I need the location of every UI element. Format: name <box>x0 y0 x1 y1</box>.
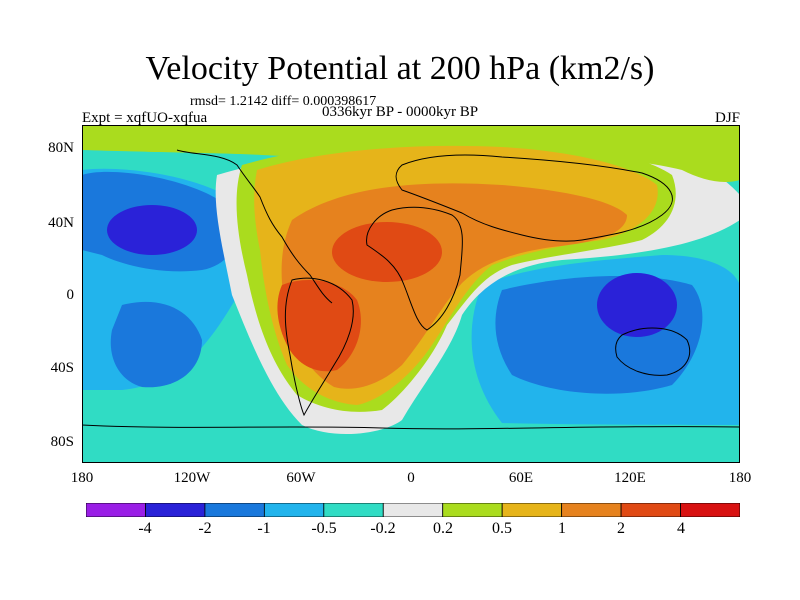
map-frame <box>82 125 740 463</box>
colorbar-swatch <box>145 503 206 517</box>
north-pacific-minimum <box>107 205 197 255</box>
lon-label-180e: 180 <box>728 470 752 486</box>
colorbar-label: 0.2 <box>433 520 453 537</box>
velocity-potential-map <box>82 125 740 463</box>
lat-label-40n: 40N <box>48 215 74 231</box>
colorbar-swatch <box>263 503 325 517</box>
colorbar-swatch <box>680 503 740 517</box>
colorbar-label: 4 <box>677 520 685 537</box>
colorbar-swatch <box>442 503 503 517</box>
south-pacific-low <box>110 301 202 388</box>
colorbar-swatch <box>323 503 384 517</box>
south-america-coast <box>284 277 354 417</box>
season-label: DJF <box>714 110 740 126</box>
colorbar-label: -0.5 <box>311 520 337 537</box>
colorbar-label: 0.5 <box>492 520 512 537</box>
colorbar-label: 2 <box>617 520 625 537</box>
stats-text: rmsd= 1.2142 diff= 0.000398617 <box>190 94 377 109</box>
colorbar-swatch <box>620 503 681 517</box>
colorbar-label: -0.2 <box>370 520 396 537</box>
lon-label-180w: 180 <box>70 470 94 486</box>
colorbar-swatch <box>86 503 146 517</box>
colorbar-label: 1 <box>558 520 566 537</box>
colorbar-label: -1 <box>257 520 271 537</box>
south-america-maximum <box>277 280 361 372</box>
experiment-label: Expt = xqfUO-xqfua <box>82 110 208 126</box>
eurasia-coast <box>395 154 673 242</box>
lat-label-80s: 80S <box>50 434 74 450</box>
map-title: Velocity Potential at 200 hPa (km2/s) <box>145 50 655 87</box>
lon-label-0: 0 <box>407 470 415 486</box>
antarctica-coast <box>82 424 740 430</box>
africa-coast <box>366 206 463 331</box>
period-label: 0336kyr BP - 0000kyr BP <box>322 104 479 120</box>
colorbar-swatch <box>382 503 444 517</box>
lon-label-120e: 120E <box>614 470 646 486</box>
lon-label-120w: 120W <box>173 470 211 486</box>
colorbar-swatch <box>204 503 265 517</box>
australia-coast <box>615 327 691 376</box>
colorbar-label: -4 <box>138 520 152 537</box>
north-america-coast <box>176 149 333 304</box>
coastlines <box>82 149 740 430</box>
colorbar <box>86 503 740 517</box>
lat-label-0: 0 <box>66 287 75 303</box>
colorbar-label: -2 <box>198 520 212 537</box>
lat-label-40s: 40S <box>50 360 74 376</box>
colorbar-swatch <box>501 503 563 517</box>
lon-label-60w: 60W <box>286 470 316 486</box>
lat-label-80n: 80N <box>48 140 74 156</box>
lon-label-60e: 60E <box>508 470 534 486</box>
colorbar-swatch <box>561 503 622 517</box>
maritime-continent-minimum <box>597 273 677 337</box>
africa-maximum <box>332 222 442 282</box>
